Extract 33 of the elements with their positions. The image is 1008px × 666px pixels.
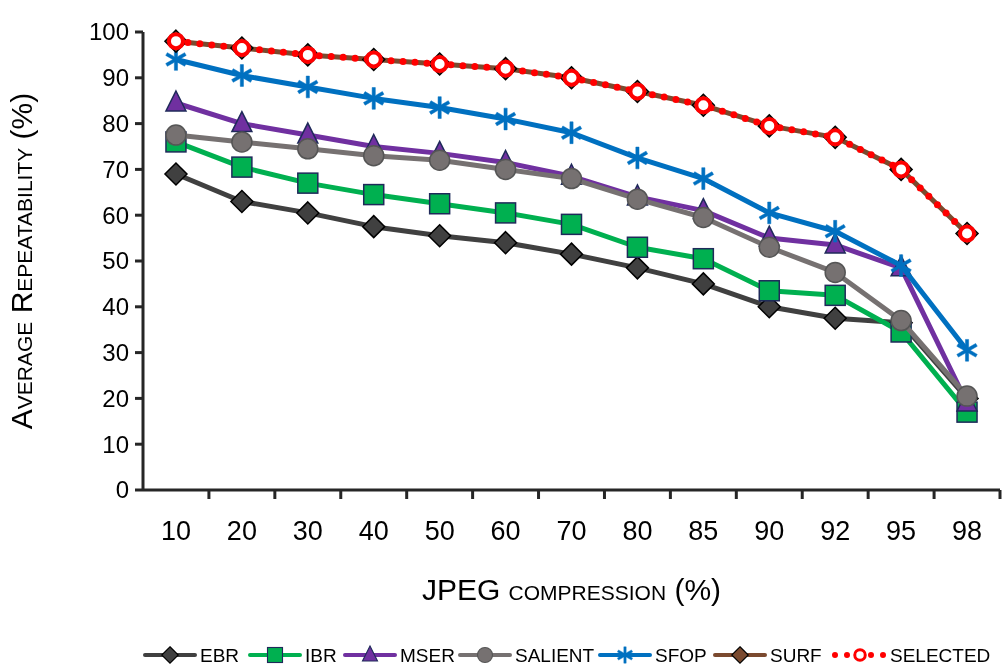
y-tick-label: 10: [102, 430, 129, 458]
x-tick-label: 50: [424, 516, 455, 546]
y-tick-label: 80: [102, 110, 129, 137]
x-tick-label: 10: [160, 516, 191, 546]
y-tick-label: 70: [102, 155, 129, 183]
x-tick-label: 92: [820, 516, 851, 546]
y-tick-label: 30: [102, 339, 129, 366]
x-axis-title: JPEG compression (%): [421, 573, 722, 606]
legend-label: IBR: [305, 644, 337, 666]
legend-label: SALIENT: [515, 644, 595, 666]
x-tick-label: 70: [556, 516, 587, 546]
legend-label: SELECTED: [890, 644, 991, 666]
x-tick-label: 40: [358, 516, 389, 546]
legend-label: MSER: [400, 644, 455, 666]
x-tick-label: 30: [292, 516, 323, 546]
x-tick-label: 85: [688, 516, 719, 546]
y-tick-label: 50: [102, 247, 129, 275]
y-tick-label: 90: [102, 64, 129, 92]
legend-label: SFOP: [655, 644, 707, 666]
legend-label: EBR: [200, 644, 240, 666]
x-tick-label: 60: [490, 516, 521, 546]
y-tick-label: 60: [102, 201, 129, 229]
x-tick-label: 80: [622, 516, 653, 546]
x-tick-label: 20: [226, 516, 257, 546]
x-tick-label: 98: [952, 516, 983, 546]
legend-label: SURF: [770, 644, 822, 666]
y-tick-label: 20: [102, 384, 129, 412]
y-tick-label: 0: [115, 476, 129, 504]
y-tick-label: 100: [88, 18, 129, 46]
x-tick-label: 95: [886, 516, 917, 546]
y-axis-title: Average Repeatability (%): [5, 92, 38, 430]
y-tick-label: 40: [102, 293, 129, 321]
x-tick-label: 90: [754, 516, 785, 546]
